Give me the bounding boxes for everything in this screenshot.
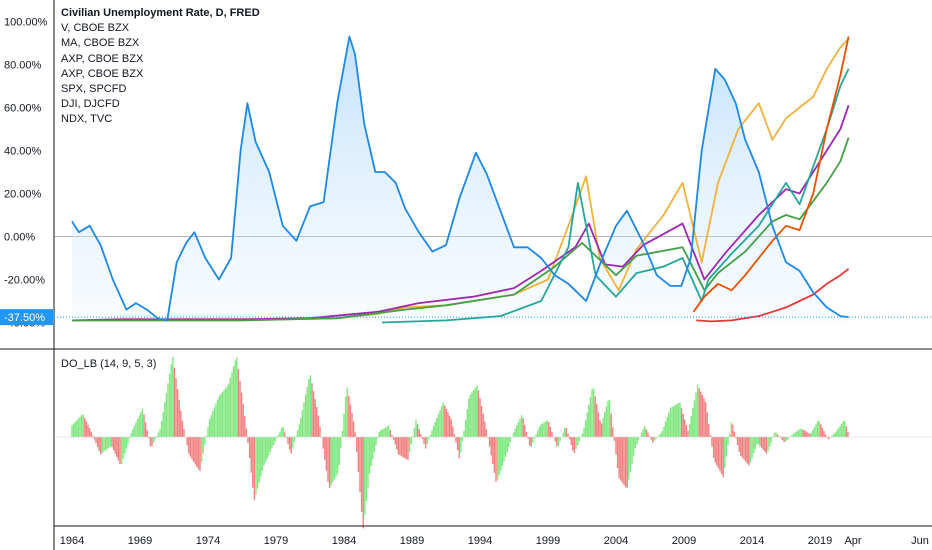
x-tick-label: 1974 (196, 535, 220, 547)
series-line-ndx-tvc (72, 38, 850, 322)
x-tick-label: 1989 (400, 535, 424, 547)
y-tick-label: 40.00% (4, 146, 42, 158)
legend-title[interactable]: Civilian Unemployment Rate, D, FRED (61, 7, 260, 19)
price-badge-label: -37.50% (4, 312, 45, 324)
legend-item-ma[interactable]: MA, CBOE BZX (61, 37, 140, 50)
y-tick-label: -20.00% (4, 275, 45, 287)
y-tick-label: 60.00% (4, 103, 42, 115)
series-line-ma-cboe-bzx (696, 268, 850, 323)
legend-item-axp[interactable]: AXP, CBOE BZX (61, 52, 144, 65)
y-tick-label: 80.00% (4, 60, 42, 72)
price-badge-bg (0, 309, 53, 326)
series-layer (71, 35, 850, 324)
chart-legend: Civilian Unemployment Rate, D, FRED V, C… (61, 6, 260, 128)
x-tick-label: 2014 (740, 535, 764, 547)
x-tick-label: 2009 (672, 535, 696, 547)
x-tick-label: 1964 (60, 535, 84, 547)
x-tick-label: 2019 (808, 535, 832, 547)
oscillator-layer (54, 356, 932, 529)
series-line-axp-cboe-bzx (382, 68, 850, 324)
series-line-spx-spcfd (72, 137, 850, 322)
x-tick-label: 1979 (264, 535, 288, 547)
legend-item-dji[interactable]: DJI, DJCFD (61, 98, 120, 111)
x-tick-label: 1984 (332, 535, 356, 547)
legend-item-spx[interactable]: SPX, SPCFD (61, 83, 127, 96)
x-tick-label: Jun (911, 535, 929, 547)
legend-item-v[interactable]: V, CBOE BZX (61, 22, 130, 35)
oscillator-label[interactable]: DO_LB (14, 9, 5, 3) (61, 358, 157, 370)
legend-item-axp-2[interactable]: AXP, CBOE BZX (61, 67, 144, 80)
area-fill-layer (72, 36, 849, 323)
y-tick-label: 100.00% (4, 17, 48, 29)
y-tick-label: 20.00% (4, 189, 42, 201)
x-tick-label: 1994 (468, 535, 492, 547)
price-badge: -37.50% (0, 309, 53, 326)
y-tick-label: 0.00% (4, 232, 35, 244)
series-line-civilian-unemployment-rate-d-fred (71, 35, 849, 322)
x-tick-label: 1999 (536, 535, 560, 547)
legend-item-ndx[interactable]: NDX, TVC (61, 113, 113, 126)
series-line-v-cboe-bzx (692, 36, 850, 313)
x-tick-label: Apr (844, 535, 861, 547)
x-tick-label: 1969 (128, 535, 152, 547)
x-tick-label: 2004 (604, 535, 628, 547)
unemployment-area (72, 36, 849, 323)
